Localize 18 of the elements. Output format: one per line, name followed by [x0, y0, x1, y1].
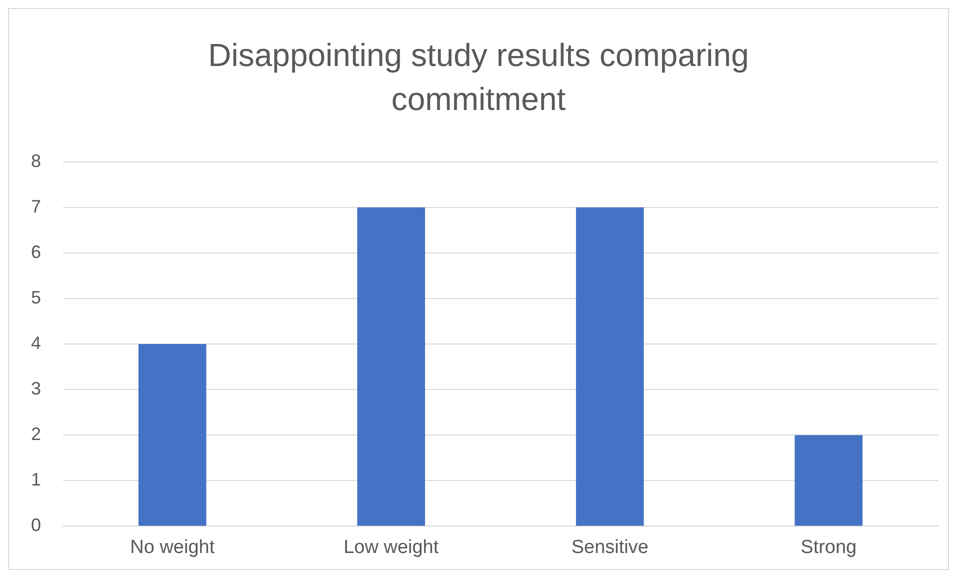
y-tick-label: 5	[30, 287, 42, 308]
x-tick-label: Low weight	[344, 536, 440, 558]
y-tick-label: 0	[30, 515, 42, 536]
bar	[138, 344, 206, 526]
y-tick-label: 1	[30, 470, 42, 490]
y-tick-label: 4	[30, 332, 42, 353]
y-tick-label: 8	[30, 150, 42, 171]
chart-title: Disappointing study results comparing commitment	[207, 36, 750, 119]
bar	[794, 435, 863, 526]
y-tick-label: 2	[30, 424, 42, 444]
x-tick-label: Sensitive	[571, 536, 648, 558]
bar	[357, 207, 426, 526]
x-tick-label: No weight	[130, 536, 216, 558]
y-tick-label: 7	[30, 196, 42, 216]
y-tick-label: 6	[30, 242, 42, 262]
y-tick-label: 3	[30, 378, 42, 399]
x-tick-label: Strong	[800, 536, 857, 558]
bar	[576, 207, 644, 526]
